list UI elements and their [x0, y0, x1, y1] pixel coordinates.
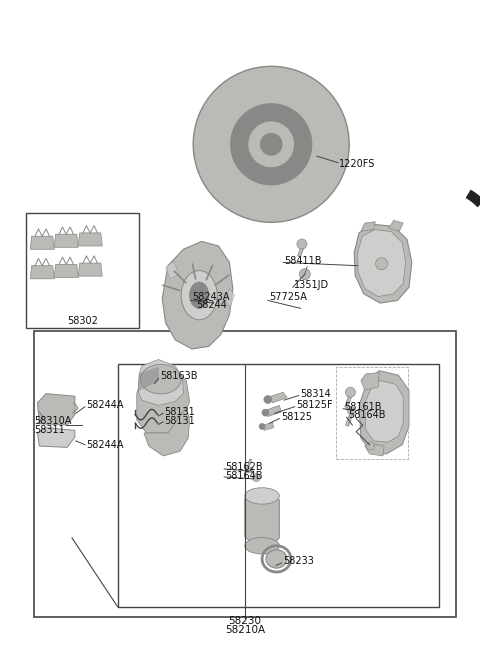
Circle shape — [234, 136, 240, 142]
Polygon shape — [389, 220, 403, 231]
Text: 58210A: 58210A — [225, 625, 265, 635]
Polygon shape — [266, 405, 281, 417]
Text: 58162B: 58162B — [226, 462, 263, 472]
Text: 58233: 58233 — [283, 556, 314, 566]
Polygon shape — [248, 459, 252, 466]
Polygon shape — [144, 407, 190, 456]
Text: 58125: 58125 — [281, 411, 312, 422]
Polygon shape — [166, 261, 179, 279]
Polygon shape — [269, 392, 287, 403]
Polygon shape — [365, 443, 384, 456]
Text: 58163B: 58163B — [160, 371, 197, 381]
Circle shape — [367, 442, 374, 450]
Text: 58302: 58302 — [67, 316, 98, 327]
Circle shape — [260, 133, 282, 155]
Polygon shape — [138, 359, 183, 405]
Circle shape — [264, 396, 272, 403]
Bar — [34, 331, 456, 617]
Bar — [118, 364, 439, 607]
Polygon shape — [137, 369, 190, 433]
Ellipse shape — [140, 364, 181, 394]
Text: 58244A: 58244A — [86, 400, 124, 411]
Polygon shape — [30, 266, 54, 279]
Text: 57725A: 57725A — [269, 292, 307, 302]
Text: 58310A: 58310A — [35, 416, 72, 426]
Polygon shape — [78, 263, 102, 276]
Polygon shape — [54, 264, 78, 277]
Text: 58243A: 58243A — [192, 291, 229, 302]
Ellipse shape — [181, 270, 217, 320]
Polygon shape — [361, 222, 375, 231]
Circle shape — [299, 126, 305, 133]
Circle shape — [292, 164, 299, 171]
Text: 58311: 58311 — [35, 424, 65, 435]
Circle shape — [252, 171, 259, 177]
Bar — [336, 367, 408, 459]
Ellipse shape — [190, 282, 209, 308]
Text: 1351JD: 1351JD — [294, 280, 329, 291]
Polygon shape — [37, 394, 75, 425]
Polygon shape — [346, 412, 353, 426]
Text: 58230: 58230 — [228, 615, 261, 626]
Polygon shape — [361, 373, 379, 390]
Ellipse shape — [266, 550, 287, 568]
Text: 58161B: 58161B — [345, 401, 382, 412]
Polygon shape — [78, 233, 102, 246]
Polygon shape — [345, 394, 352, 408]
Text: 58131: 58131 — [164, 407, 195, 417]
Text: 58164B: 58164B — [348, 410, 386, 420]
Polygon shape — [365, 380, 403, 442]
Circle shape — [259, 423, 265, 430]
Circle shape — [346, 387, 355, 398]
Polygon shape — [354, 224, 412, 303]
Polygon shape — [138, 367, 158, 391]
Text: 58164B: 58164B — [226, 470, 263, 481]
Polygon shape — [37, 428, 75, 447]
Ellipse shape — [245, 538, 279, 554]
Bar — [26, 213, 139, 328]
Polygon shape — [30, 236, 54, 249]
Text: 58244: 58244 — [196, 300, 227, 310]
Circle shape — [262, 409, 269, 416]
Circle shape — [297, 239, 307, 249]
Polygon shape — [162, 241, 233, 349]
Circle shape — [262, 108, 269, 115]
Text: 1220FS: 1220FS — [339, 159, 375, 169]
Polygon shape — [359, 371, 409, 454]
Polygon shape — [246, 467, 253, 472]
Polygon shape — [358, 230, 406, 297]
Polygon shape — [298, 245, 304, 257]
Text: 58411B: 58411B — [284, 256, 322, 266]
Polygon shape — [245, 492, 279, 546]
Circle shape — [248, 121, 295, 168]
Circle shape — [376, 258, 388, 270]
Polygon shape — [54, 234, 78, 247]
Circle shape — [348, 407, 355, 415]
Text: 58125F: 58125F — [296, 400, 333, 410]
Text: 58314: 58314 — [300, 388, 331, 399]
Circle shape — [252, 474, 260, 482]
Polygon shape — [263, 422, 274, 430]
Circle shape — [230, 104, 312, 185]
Text: 58244A: 58244A — [86, 440, 124, 450]
Circle shape — [193, 66, 349, 222]
Circle shape — [300, 269, 310, 279]
Polygon shape — [226, 289, 234, 307]
Text: 58131: 58131 — [164, 416, 195, 426]
Ellipse shape — [245, 488, 279, 504]
